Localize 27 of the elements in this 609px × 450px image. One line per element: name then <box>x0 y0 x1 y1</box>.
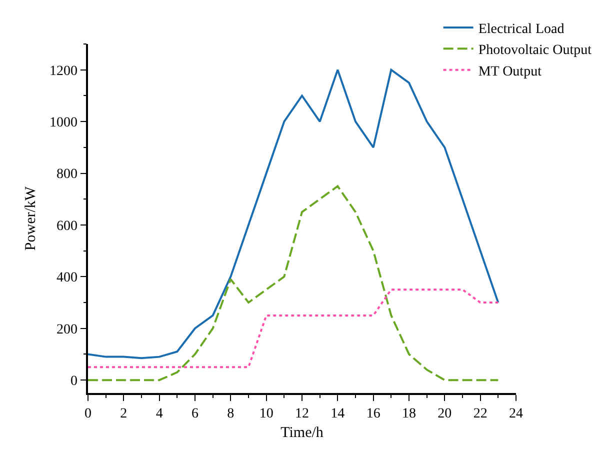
x-tick-label: 10 <box>259 406 274 422</box>
y-tick-label: 1200 <box>49 64 78 79</box>
x-tick-label: 4 <box>156 406 163 422</box>
legend-label: MT Output <box>478 64 542 80</box>
y-tick-label: 400 <box>56 270 78 286</box>
legend-label: Electrical Load <box>478 22 564 37</box>
x-tick-label: 16 <box>366 406 380 422</box>
y-tick-label: 600 <box>56 218 78 234</box>
legend-label: Photovoltaic Output <box>478 43 592 58</box>
y-tick-label: 1000 <box>49 115 78 130</box>
y-axis-title: Power/kW <box>23 186 40 251</box>
x-axis-title: Time/h <box>280 425 324 442</box>
x-tick-label: 24 <box>509 406 523 422</box>
x-tick-label: 12 <box>295 406 309 422</box>
x-tick-label: 2 <box>120 406 128 422</box>
y-tick-label: 200 <box>56 322 78 338</box>
y-tick-label: 800 <box>56 167 78 182</box>
x-tick-label: 18 <box>402 406 416 422</box>
x-tick-label: 8 <box>227 406 234 422</box>
line-series <box>88 288 500 368</box>
x-tick-label: 14 <box>330 406 345 422</box>
line-series <box>88 185 500 382</box>
x-tick-label: 22 <box>473 406 488 422</box>
y-tick-label: 0 <box>70 374 78 389</box>
x-tick-label: 20 <box>438 406 452 422</box>
x-tick-label: 0 <box>84 406 92 422</box>
x-tick-label: 6 <box>192 406 198 422</box>
